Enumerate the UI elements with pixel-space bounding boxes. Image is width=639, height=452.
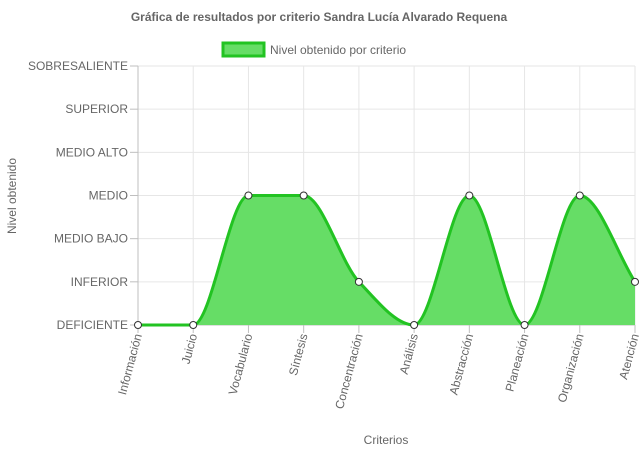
data-point[interactable] [134, 321, 142, 329]
data-point[interactable] [299, 191, 308, 200]
x-tick-label: Planeación [503, 332, 532, 393]
x-tick-label: Juicio [179, 332, 201, 366]
x-tick-label: Vocabulario [226, 332, 256, 397]
x-tick-label: Información [115, 332, 145, 396]
x-tick-label: Síntesis [286, 332, 311, 377]
y-axis-ticks: DEFICIENTE INFERIOR MEDIO BAJO MEDIO MEDIO A… [28, 59, 138, 332]
x-tick-label: Atención [616, 332, 639, 381]
y-tick-label: MEDIO BAJO [54, 232, 128, 246]
series-area-fill [138, 195, 635, 325]
y-axis-title: Nivel obtenido [5, 158, 19, 234]
data-point[interactable] [189, 321, 198, 329]
data-point[interactable] [520, 321, 529, 329]
data-point[interactable] [631, 277, 639, 286]
legend-label: Nivel obtenido por criterio [270, 43, 406, 57]
x-axis-ticks: Información Juicio Vocabulario Síntesis Conc… [115, 325, 639, 411]
y-tick-label: SOBRESALIENTE [28, 59, 128, 73]
x-tick-label: Concentración [332, 332, 366, 410]
x-tick-label: Organización [555, 332, 587, 404]
data-point[interactable] [410, 321, 419, 329]
legend-swatch [221, 41, 266, 58]
data-points [134, 191, 639, 329]
chart-title: Gráfica de resultados por criterio Sandr… [131, 10, 508, 24]
data-point[interactable] [354, 277, 363, 286]
area-series [137, 193, 637, 327]
y-tick-label: INFERIOR [71, 275, 129, 289]
data-point[interactable] [465, 191, 474, 200]
y-tick-label: SUPERIOR [65, 102, 128, 116]
data-point[interactable] [244, 191, 253, 200]
y-tick-label: MEDIO ALTO [56, 145, 128, 159]
x-tick-label: Análisis [397, 332, 421, 376]
x-tick-label: Abstracción [446, 332, 476, 396]
x-axis-title: Criterios [364, 433, 409, 447]
y-tick-label: DEFICIENTE [57, 318, 128, 332]
legend[interactable]: Nivel obtenido por criterio [221, 41, 406, 58]
y-tick-label: MEDIO [89, 189, 128, 203]
data-point[interactable] [575, 191, 584, 200]
